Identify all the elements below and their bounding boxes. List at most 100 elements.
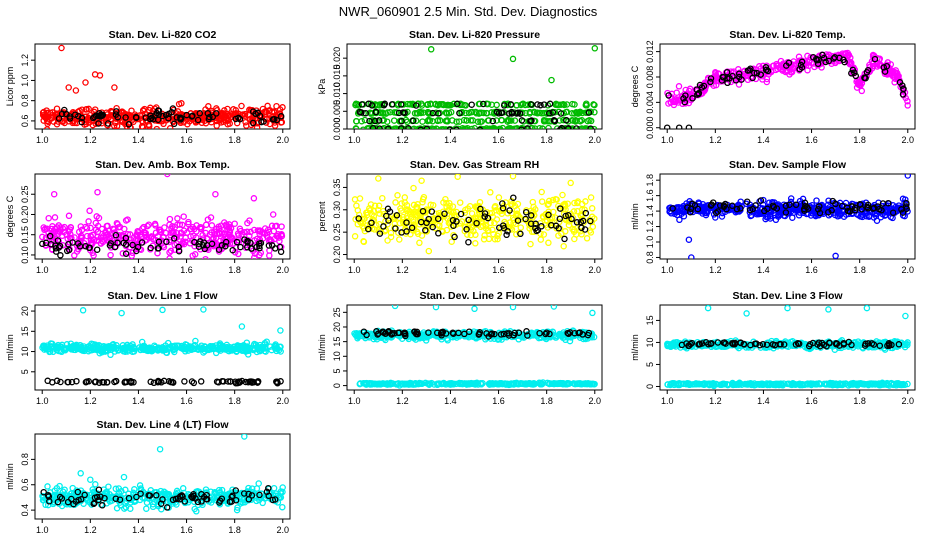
- data-point: [587, 125, 594, 129]
- y-tick-label: 10: [20, 347, 30, 357]
- data-point: [863, 305, 871, 312]
- data-point: [459, 380, 466, 388]
- data-point: [189, 112, 196, 120]
- data-point: [420, 109, 427, 116]
- data-point: [892, 67, 900, 74]
- x-tick-label: 2.0: [589, 135, 602, 145]
- series-main: [666, 174, 912, 259]
- data-point: [508, 197, 515, 205]
- data-point: [832, 252, 839, 259]
- data-point: [103, 232, 110, 239]
- data-point: [129, 348, 136, 356]
- x-tick-label: 1.6: [805, 265, 818, 275]
- data-point: [429, 117, 436, 125]
- data-point: [143, 345, 151, 353]
- data-point: [425, 247, 433, 255]
- data-point: [54, 344, 62, 352]
- data-point: [176, 221, 184, 228]
- x-tick-label: 1.6: [805, 135, 818, 145]
- plot-frame: [659, 43, 916, 130]
- data-point: [261, 230, 269, 237]
- data-point: [518, 126, 525, 129]
- x-tick-label: 1.6: [180, 135, 193, 145]
- data-point: [517, 230, 524, 238]
- data-point: [704, 305, 712, 312]
- data-point: [401, 194, 409, 201]
- data-point: [498, 116, 506, 124]
- y-axis-label: ml/min: [630, 334, 640, 361]
- data-point: [361, 380, 368, 387]
- data-point: [508, 200, 516, 208]
- data-point: [394, 192, 401, 199]
- x-tick-label: 1.8: [228, 135, 241, 145]
- data-point: [352, 100, 360, 108]
- data-point: [871, 55, 879, 63]
- data-point: [77, 232, 85, 240]
- data-point: [753, 69, 761, 77]
- data-point: [410, 184, 417, 192]
- data-point: [166, 255, 173, 259]
- data-point: [431, 126, 438, 129]
- data-point: [449, 216, 457, 224]
- data-point: [91, 106, 99, 113]
- data-point: [883, 62, 891, 70]
- data-point: [80, 343, 88, 350]
- x-tick-label: 1.8: [540, 265, 553, 275]
- data-point: [68, 378, 76, 386]
- series-black: [55, 105, 285, 128]
- data-point: [103, 379, 111, 386]
- data-point: [514, 217, 522, 224]
- data-point: [487, 380, 495, 388]
- data-point: [569, 125, 576, 129]
- data-point: [169, 378, 176, 386]
- data-point: [836, 210, 844, 217]
- data-point: [245, 378, 252, 386]
- data-point: [579, 211, 586, 218]
- data-point: [122, 114, 129, 121]
- data-point: [215, 246, 223, 253]
- data-point: [581, 226, 589, 233]
- y-tick-label: 20: [20, 306, 30, 316]
- data-point: [687, 208, 694, 216]
- data-point: [493, 108, 501, 116]
- data-point: [424, 380, 431, 387]
- data-point: [591, 45, 599, 52]
- data-point: [543, 110, 551, 117]
- data-point: [737, 205, 744, 212]
- data-point: [127, 379, 135, 386]
- data-point: [86, 207, 93, 215]
- data-point: [851, 204, 859, 212]
- data-point: [155, 117, 163, 125]
- data-point: [107, 343, 114, 350]
- x-tick-label: 1.8: [228, 265, 241, 275]
- data-point: [174, 108, 182, 115]
- data-point: [534, 101, 541, 108]
- data-point: [66, 115, 74, 122]
- x-tick-label: 2.0: [589, 396, 602, 406]
- data-point: [86, 244, 93, 251]
- data-point: [75, 345, 82, 353]
- data-point: [382, 380, 390, 388]
- data-point: [434, 215, 442, 223]
- data-point: [130, 234, 137, 241]
- data-point: [129, 241, 136, 249]
- data-point: [170, 235, 178, 242]
- data-point: [533, 227, 540, 235]
- data-point: [386, 108, 394, 116]
- data-point: [113, 108, 120, 115]
- data-point: [380, 125, 388, 129]
- data-point: [256, 242, 263, 250]
- data-point: [226, 120, 233, 127]
- data-point: [403, 206, 410, 213]
- data-point: [63, 114, 70, 122]
- data-point: [474, 381, 482, 388]
- data-point: [432, 305, 440, 311]
- x-tick-label: 1.2: [84, 265, 97, 275]
- data-point: [244, 237, 251, 245]
- data-point: [113, 122, 121, 129]
- data-point: [703, 209, 710, 217]
- series-black: [669, 197, 910, 217]
- data-point: [221, 219, 228, 226]
- data-point: [382, 110, 390, 117]
